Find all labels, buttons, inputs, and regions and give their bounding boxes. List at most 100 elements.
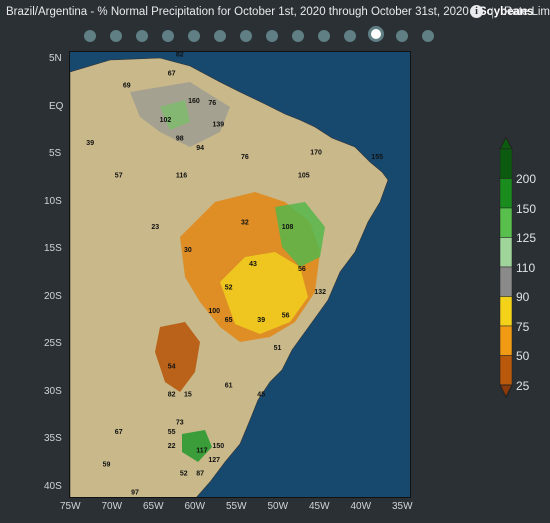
region-north-green: [160, 100, 190, 130]
timeline-dot-13[interactable]: [396, 30, 408, 42]
rate-limit-link[interactable]: Rate Limit: [504, 6, 550, 18]
station-value: 54: [168, 364, 176, 371]
region-dark-orange: [155, 322, 200, 392]
station-value: 52: [180, 471, 188, 478]
station-value: 51: [274, 345, 282, 352]
station-value: 132: [314, 289, 326, 296]
header-bar: Brazil/Argentina - % Normal Precipitatio…: [0, 0, 550, 26]
lon-label-35W: 35W: [392, 501, 413, 512]
station-value: 76: [208, 100, 216, 107]
timeline-dot-4[interactable]: [162, 30, 174, 42]
station-value: 57: [115, 173, 123, 180]
station-value: 105: [298, 173, 310, 180]
legend-swatch: [499, 355, 513, 386]
legend-swatch: [499, 207, 513, 238]
legend-colorbar: [499, 135, 513, 399]
legend-arrow-top: [499, 135, 513, 150]
station-value: 170: [310, 149, 322, 156]
timeline-dot-9[interactable]: [292, 30, 304, 42]
precipitation-map: 69 82 67 102 98 94 160 139 76 39 57 116 23 76 105 170 15…: [69, 51, 411, 498]
legend-label-75: 75: [516, 319, 530, 334]
lat-label-5N: 5N: [49, 53, 62, 64]
timeline-dot-3[interactable]: [136, 30, 148, 42]
lon-label-50W: 50W: [267, 501, 289, 512]
lon-label-60W: 60W: [184, 501, 206, 512]
legend-label-200: 200: [516, 172, 537, 187]
station-value: 43: [249, 261, 257, 268]
timeline-dot-6[interactable]: [214, 30, 226, 42]
lon-label-65W: 65W: [143, 501, 164, 512]
station-value: 117: [196, 447, 207, 454]
separator: |: [491, 5, 495, 19]
lon-label-70W: 70W: [101, 501, 123, 512]
lat-label-EQ: EQ: [49, 100, 64, 112]
lat-label-30S: 30S: [44, 385, 62, 397]
timeline-dot-5[interactable]: [188, 30, 200, 42]
timeline-dot-7[interactable]: [240, 30, 252, 42]
region-east-green: [275, 202, 325, 267]
region-central-yellow: [220, 252, 308, 334]
station-value: 56: [298, 266, 306, 273]
lat-label-25S: 25S: [44, 338, 62, 349]
timeline-dots: [0, 26, 550, 48]
legend: 200 150 125 110 90 75 50 25: [492, 135, 550, 427]
station-value: 160: [188, 98, 200, 105]
station-value: 39: [257, 317, 265, 324]
station-value: 73: [176, 420, 184, 427]
station-value: 30: [184, 247, 192, 254]
timeline-dot-8[interactable]: [266, 30, 278, 42]
station-value: 97: [131, 489, 139, 496]
legend-label-110: 110: [516, 260, 536, 275]
lat-label-5S: 5S: [49, 148, 62, 159]
station-value: 65: [225, 317, 233, 324]
station-value: 155: [371, 154, 383, 161]
value-labels: 69 82 67 102 98 94 160 139 76 39 57 116 23 76 105 170 15…: [86, 52, 383, 496]
station-value: 32: [241, 219, 249, 226]
station-value: 150: [213, 443, 225, 450]
station-value: 100: [208, 308, 220, 315]
station-value: 76: [241, 154, 249, 161]
map-title: Brazil/Argentina - % Normal Precipitatio…: [6, 6, 534, 18]
timeline-dot-1[interactable]: [84, 30, 96, 42]
station-value: 98: [176, 136, 184, 143]
station-value: 39: [86, 140, 94, 147]
legend-label-90: 90: [516, 290, 530, 305]
station-value: 59: [103, 461, 111, 468]
station-value: 61: [225, 382, 233, 389]
station-value: 87: [196, 471, 204, 478]
timeline-dot-2[interactable]: [110, 30, 122, 42]
legend-swatch: [499, 237, 513, 268]
lat-label-20S: 20S: [44, 290, 62, 302]
legend-swatch: [499, 266, 513, 297]
station-value: 15: [184, 392, 192, 399]
station-value: 23: [151, 224, 159, 231]
lon-label-55W: 55W: [226, 501, 247, 512]
timeline-dot-11[interactable]: [344, 30, 356, 42]
legend-swatch: [499, 296, 513, 327]
region-south-green: [182, 430, 212, 462]
lat-label-10S: 10S: [44, 195, 62, 207]
legend-swatch: [499, 178, 513, 209]
station-value: 127: [208, 457, 220, 464]
legend-label-125: 125: [516, 231, 537, 246]
crop-label: Soybeans: [479, 6, 534, 18]
lon-label-45W: 45W: [309, 501, 330, 512]
lon-label-75W: 75W: [60, 501, 81, 512]
legend-label-150: 150: [516, 201, 537, 216]
station-value: 102: [160, 117, 172, 124]
timeline-dot-12[interactable]: [368, 26, 384, 42]
station-value: 69: [123, 82, 131, 89]
timeline-dot-10[interactable]: [318, 30, 330, 42]
station-value: 67: [115, 429, 123, 436]
station-value: 139: [213, 122, 225, 129]
map-svg: 69 82 67 102 98 94 160 139 76 39 57 116 23 76 105 170 15…: [70, 52, 410, 497]
station-value: 56: [282, 312, 290, 319]
timeline-dot-14[interactable]: [422, 30, 434, 42]
station-value: 45: [257, 392, 265, 399]
lat-label-40S: 40S: [44, 480, 62, 492]
legend-arrow-bottom: [499, 384, 513, 399]
legend-swatch: [499, 325, 513, 356]
station-value: 108: [282, 224, 294, 231]
legend-label-50: 50: [516, 349, 530, 364]
info-icon[interactable]: i: [470, 5, 483, 18]
